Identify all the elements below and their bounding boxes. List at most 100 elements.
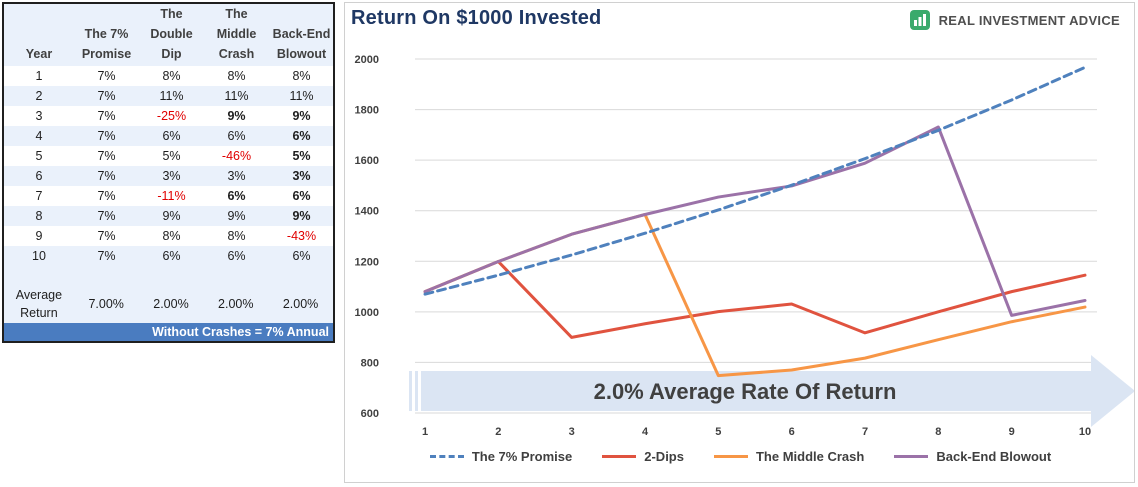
cell-year: 5 [4,146,74,166]
header-line: Dip [161,47,182,61]
legend-item: The Middle Crash [713,449,864,464]
cell-double-dip: 8% [139,226,204,246]
cell-middle-crash: 9% [204,106,269,126]
arrow-band-stripe [409,371,412,411]
cell-promise: 7% [74,186,139,206]
cell-back-end: 9% [269,206,333,226]
header-7pct-promise: The 7% Promise [74,4,139,66]
legend-swatch [894,455,929,458]
legend-swatch [713,455,748,458]
x-tick-label: 5 [715,426,721,438]
cell-double-dip: -11% [139,186,204,206]
header-line: Year [25,47,53,61]
series-line-the-7-promise [423,65,1087,296]
legend-swatch [602,455,637,458]
annotation-text: 2.0% Average Rate Of Return [594,379,897,404]
line-chart: 600 800 1000 1200 1400 1600 1800 2000 1 2 3 4 5 6 7 8 9 1… [355,54,1134,438]
cell-back-end: 6% [269,246,333,266]
header-line: The [160,7,183,21]
cell-middle-crash: 11% [204,86,269,106]
cell-promise: 7% [74,226,139,246]
cell-back-end: 6% [269,186,333,206]
cell-back-end: -43% [269,226,333,246]
header-line: The [225,7,248,21]
returns-table: Year The 7% Promise The Double Dip The Middle Cr… [4,4,333,266]
average-promise: 7.00% [88,297,124,311]
table-header-row: Year The 7% Promise The Double Dip The Middle Cr… [4,4,333,66]
cell-year: 2 [4,86,74,106]
cell-back-end: 6% [269,126,333,146]
cell-year: 10 [4,246,74,266]
average-back-end: 2.00% [282,297,319,311]
chart-legend: The 7% Promise 2-Dips The Middle Crash Back… [345,449,1136,464]
y-tick-label: 800 [361,357,379,369]
cell-middle-crash: 3% [204,166,269,186]
legend-label: Back-End Blowout [936,449,1052,464]
average-double-dip: 2.00% [153,297,189,311]
cell-double-dip: 8% [139,66,204,86]
header-middle-crash: The Middle Crash [204,4,269,66]
cell-middle-crash: -46% [204,146,269,166]
arrow-band-stripe [415,371,418,411]
returns-table-panel: Year The 7% Promise The Double Dip The Middle Cr… [2,2,335,343]
legend-item: 2-Dips [602,449,684,464]
brand-name: REAL INVESTMENT ADVICE [938,12,1120,28]
table-row: 6 7% 3% 3% 3% [4,166,333,186]
y-tick-label: 1400 [355,206,379,218]
cell-year: 7 [4,186,74,206]
chart-title: Return On $1000 Invested [351,7,602,29]
cell-promise: 7% [74,126,139,146]
cell-year: 9 [4,226,74,246]
brand-logo: REAL INVESTMENT ADVICE [909,9,1120,31]
header-line: Crash [218,47,255,61]
cell-back-end: 3% [269,166,333,186]
table-row: 8 7% 9% 9% 9% [4,206,333,226]
cell-year: 6 [4,166,74,186]
table-row: 1 7% 8% 8% 8% [4,66,333,86]
cell-year: 3 [4,106,74,126]
y-tick-label: 2000 [355,54,379,66]
legend-item: The 7% Promise [429,449,573,464]
table-row: 10 7% 6% 6% 6% [4,246,333,266]
annotation-arrow [421,355,1134,427]
cell-back-end: 8% [269,66,333,86]
x-tick-label: 3 [569,426,575,438]
x-tick-label: 7 [862,426,868,438]
average-label-line: Return [20,306,58,320]
legend-swatch [429,455,464,458]
legend-label: The 7% Promise [471,449,573,464]
cell-back-end: 5% [269,146,333,166]
cell-promise: 7% [74,86,139,106]
cell-middle-crash: 6% [204,246,269,266]
cell-double-dip: 5% [139,146,204,166]
cell-middle-crash: 8% [204,66,269,86]
y-tick-label: 1600 [355,155,379,167]
header-line: Blowout [276,47,327,61]
cell-promise: 7% [74,106,139,126]
x-tick-label: 1 [422,426,428,438]
series-line-the-middle-crash [423,213,1087,378]
y-tick-label: 1200 [355,256,379,268]
cell-back-end: 11% [269,86,333,106]
x-tick-label: 9 [1009,426,1015,438]
cell-promise: 7% [74,146,139,166]
chart-panel: 600 800 1000 1200 1400 1600 1800 2000 1 2 3 4 5 6 7 8 9 1… [344,2,1135,483]
cell-middle-crash: 6% [204,126,269,146]
legend-item: Back-End Blowout [894,449,1051,464]
cell-year: 8 [4,206,74,226]
bar-chart-logo-icon [909,10,930,30]
table-row: 5 7% 5% -46% 5% [4,146,333,166]
y-tick-label: 1000 [355,307,379,319]
header-double-dip: The Double Dip [139,4,204,66]
cell-double-dip: 6% [139,246,204,266]
table-row: 9 7% 8% 8% -43% [4,226,333,246]
cell-double-dip: 11% [139,86,204,106]
cell-year: 4 [4,126,74,146]
series-line-2-dips [423,260,1087,339]
cell-double-dip: 6% [139,126,204,146]
table-row: 7 7% -11% 6% 6% [4,186,333,206]
x-tick-label: 2 [495,426,501,438]
cell-promise: 7% [74,166,139,186]
table-row: 2 7% 11% 11% 11% [4,86,333,106]
legend-label: 2-Dips [644,449,684,464]
